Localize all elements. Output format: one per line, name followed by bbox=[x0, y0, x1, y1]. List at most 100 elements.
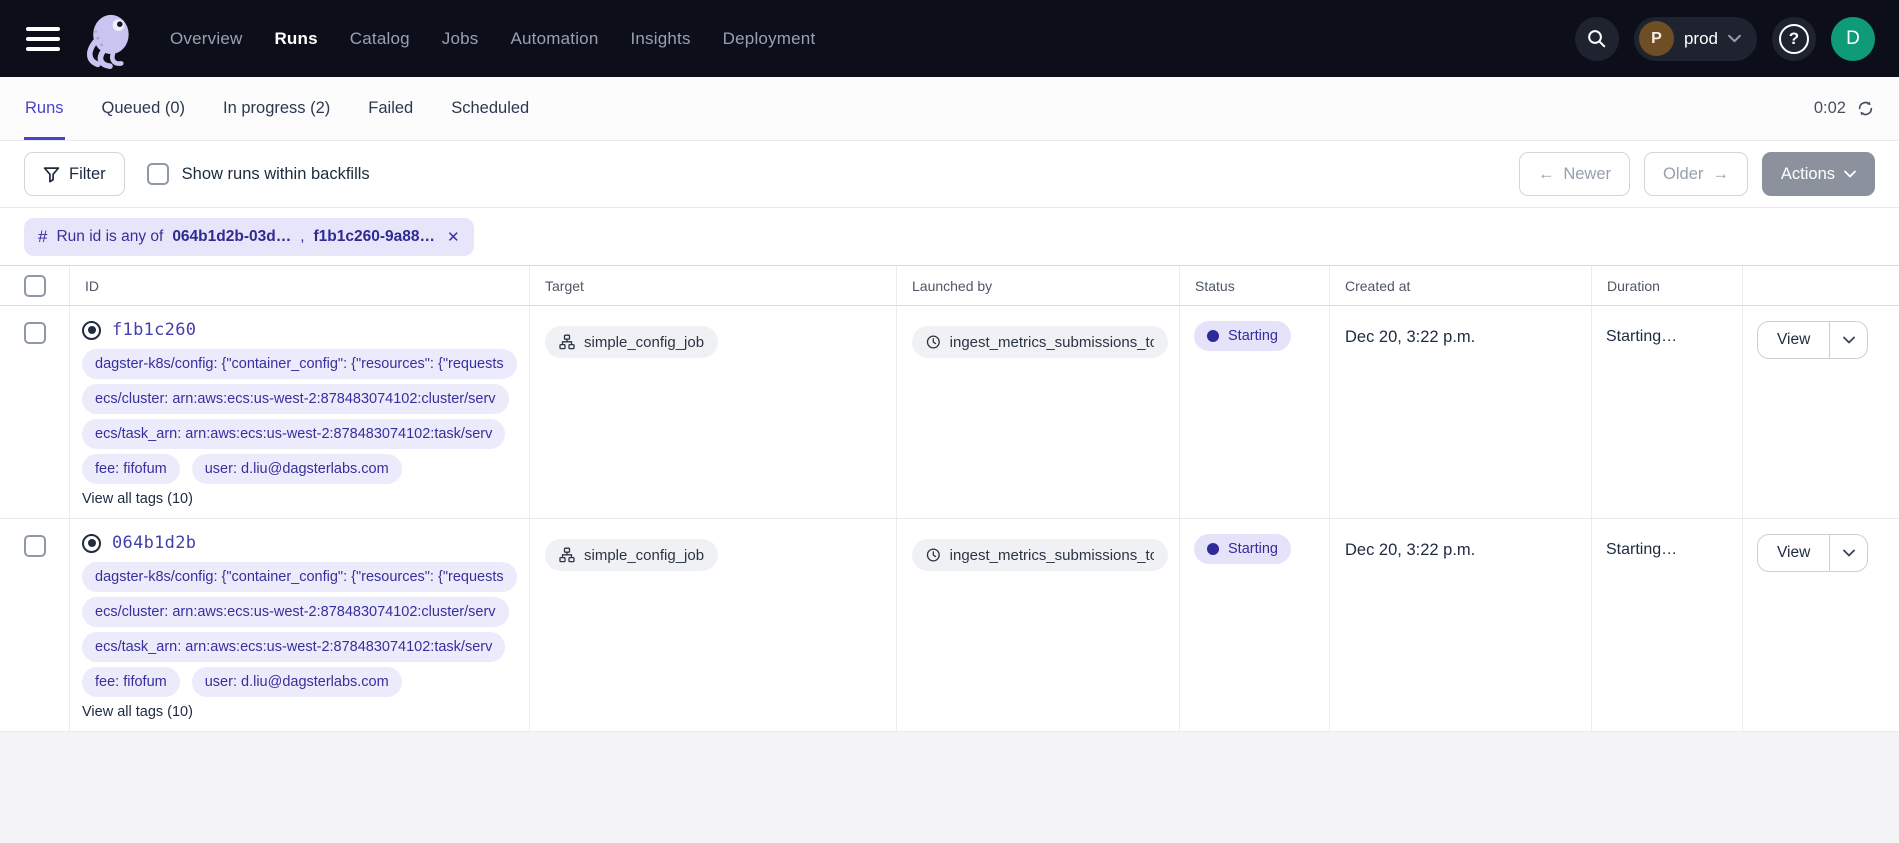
view-button[interactable]: View bbox=[1758, 535, 1831, 571]
tab-queued[interactable]: Queued (0) bbox=[101, 99, 185, 117]
help-button[interactable]: ? bbox=[1772, 16, 1816, 61]
runs-table: ID Target Launched by Status Created at … bbox=[0, 265, 1899, 732]
run-id-link[interactable]: 064b1d2b bbox=[112, 533, 197, 553]
newer-button[interactable]: ← Newer bbox=[1518, 152, 1631, 196]
remove-filter-icon[interactable]: ✕ bbox=[447, 229, 460, 246]
run-id-link[interactable]: f1b1c260 bbox=[112, 320, 197, 340]
status-label: Starting bbox=[1228, 541, 1278, 557]
nav-item-overview[interactable]: Overview bbox=[170, 28, 243, 48]
created-at-value: Dec 20, 3:22 p.m. bbox=[1330, 306, 1592, 518]
search-button[interactable] bbox=[1574, 16, 1619, 61]
actions-button[interactable]: Actions bbox=[1761, 152, 1875, 196]
help-icon: ? bbox=[1779, 23, 1809, 54]
view-dropdown-button[interactable] bbox=[1830, 322, 1867, 358]
workspace-avatar: P bbox=[1638, 21, 1674, 56]
run-starting-icon bbox=[82, 533, 101, 553]
tab-scheduled[interactable]: Scheduled bbox=[451, 99, 530, 117]
run-tag[interactable]: ecs/cluster: arn:aws:ecs:us-west-2:87848… bbox=[82, 384, 509, 414]
run-tag[interactable]: dagster-k8s/config: {"container_config":… bbox=[82, 349, 517, 379]
column-header-launched-by: Launched by bbox=[897, 266, 1180, 306]
tab-runs[interactable]: Runs bbox=[24, 77, 65, 140]
launched-by-pill[interactable]: ingest_metrics_submissions_to… bbox=[912, 539, 1168, 571]
target-job-pill[interactable]: simple_config_job bbox=[545, 326, 719, 358]
run-tag[interactable]: user: d.liu@dagsterlabs.com bbox=[191, 454, 402, 484]
created-at-value: Dec 20, 3:22 p.m. bbox=[1330, 519, 1592, 731]
dagster-logo-icon[interactable] bbox=[82, 12, 138, 70]
newer-button-label: Newer bbox=[1563, 164, 1612, 183]
user-avatar[interactable]: D bbox=[1831, 16, 1875, 61]
search-icon bbox=[1588, 30, 1606, 48]
runs-table-header: ID Target Launched by Status Created at … bbox=[0, 266, 1899, 306]
status-dot-icon bbox=[1207, 543, 1219, 555]
column-header-created-at: Created at bbox=[1330, 266, 1592, 306]
view-dropdown-button[interactable] bbox=[1830, 535, 1867, 571]
job-icon bbox=[559, 547, 575, 563]
view-split-button: View bbox=[1757, 534, 1869, 572]
target-job-label: simple_config_job bbox=[584, 333, 705, 351]
run-tag[interactable]: ecs/task_arn: arn:aws:ecs:us-west-2:8784… bbox=[82, 632, 506, 662]
column-header-target: Target bbox=[530, 266, 897, 306]
refresh-icon[interactable] bbox=[1856, 99, 1875, 118]
view-all-tags-link[interactable]: View all tags (10) bbox=[82, 491, 193, 507]
runs-tabs-bar: Runs Queued (0) In progress (2) Failed S… bbox=[0, 77, 1899, 141]
run-tag[interactable]: dagster-k8s/config: {"container_config":… bbox=[82, 562, 517, 592]
view-all-tags-link[interactable]: View all tags (10) bbox=[82, 704, 193, 720]
tab-in-progress[interactable]: In progress (2) bbox=[223, 99, 331, 117]
chevron-down-icon bbox=[1842, 549, 1855, 557]
launched-by-label: ingest_metrics_submissions_to… bbox=[949, 333, 1154, 351]
launched-by-label: ingest_metrics_submissions_to… bbox=[949, 546, 1154, 564]
column-header-actions bbox=[1743, 266, 1899, 306]
run-tag[interactable]: fee: fifofum bbox=[82, 454, 180, 484]
run-id-filter-chip: # Run id is any of 064b1d2b-03d… , f1b1c… bbox=[24, 218, 474, 256]
nav-item-runs[interactable]: Runs bbox=[274, 28, 318, 48]
job-icon bbox=[559, 334, 575, 350]
status-badge[interactable]: Starting bbox=[1194, 534, 1291, 564]
select-all-checkbox[interactable] bbox=[24, 274, 46, 297]
row-checkbox[interactable] bbox=[24, 535, 46, 557]
nav-item-automation[interactable]: Automation bbox=[510, 28, 599, 48]
run-tag[interactable]: ecs/task_arn: arn:aws:ecs:us-west-2:8784… bbox=[82, 419, 506, 449]
arrow-right-icon: → bbox=[1712, 164, 1729, 183]
column-header-status: Status bbox=[1180, 266, 1330, 306]
filter-funnel-icon bbox=[43, 166, 60, 182]
active-filters-row: # Run id is any of 064b1d2b-03d… , f1b1c… bbox=[0, 208, 1899, 265]
refresh-countdown: 0:02 bbox=[1813, 99, 1846, 117]
run-tag[interactable]: fee: fifofum bbox=[82, 667, 180, 697]
target-job-pill[interactable]: simple_config_job bbox=[545, 539, 719, 571]
view-button[interactable]: View bbox=[1758, 322, 1831, 358]
status-badge[interactable]: Starting bbox=[1194, 321, 1291, 351]
duration-value: Starting… bbox=[1592, 306, 1743, 518]
schedule-clock-icon bbox=[926, 548, 940, 562]
column-header-duration: Duration bbox=[1592, 266, 1743, 306]
top-navbar: Overview Runs Catalog Jobs Automation In… bbox=[0, 0, 1899, 77]
schedule-clock-icon bbox=[926, 335, 940, 349]
chevron-down-icon bbox=[1728, 34, 1741, 43]
older-button[interactable]: Older → bbox=[1644, 152, 1748, 196]
run-row: f1b1c260 dagster-k8s/config: {"container… bbox=[0, 306, 1899, 519]
run-tag[interactable]: ecs/cluster: arn:aws:ecs:us-west-2:87848… bbox=[82, 597, 509, 627]
workspace-name: prod bbox=[1683, 28, 1718, 48]
backfills-checkbox-label: Show runs within backfills bbox=[181, 164, 370, 183]
nav-item-jobs[interactable]: Jobs bbox=[441, 28, 479, 48]
filter-chip-separator: , bbox=[300, 228, 305, 245]
filter-button[interactable]: Filter bbox=[24, 152, 125, 196]
filter-chip-run-id-2: f1b1c260-9a88… bbox=[313, 228, 436, 245]
nav-item-insights[interactable]: Insights bbox=[630, 28, 691, 48]
run-row: 064b1d2b dagster-k8s/config: {"container… bbox=[0, 519, 1899, 732]
hamburger-menu-icon[interactable] bbox=[26, 26, 60, 51]
tab-failed[interactable]: Failed bbox=[368, 99, 414, 117]
backfills-checkbox[interactable] bbox=[146, 163, 169, 185]
status-dot-icon bbox=[1207, 330, 1219, 342]
row-checkbox[interactable] bbox=[24, 322, 46, 344]
workspace-switcher[interactable]: P prod bbox=[1633, 16, 1757, 61]
nav-item-catalog[interactable]: Catalog bbox=[349, 28, 410, 48]
arrow-left-icon: ← bbox=[1537, 164, 1555, 183]
filter-button-label: Filter bbox=[69, 164, 106, 183]
primary-nav: Overview Runs Catalog Jobs Automation In… bbox=[170, 29, 815, 49]
page-background bbox=[0, 732, 1899, 843]
status-label: Starting bbox=[1228, 328, 1278, 344]
actions-button-label: Actions bbox=[1780, 164, 1835, 183]
nav-item-deployment[interactable]: Deployment bbox=[722, 28, 816, 48]
run-tag[interactable]: user: d.liu@dagsterlabs.com bbox=[191, 667, 402, 697]
launched-by-pill[interactable]: ingest_metrics_submissions_to… bbox=[912, 326, 1168, 358]
